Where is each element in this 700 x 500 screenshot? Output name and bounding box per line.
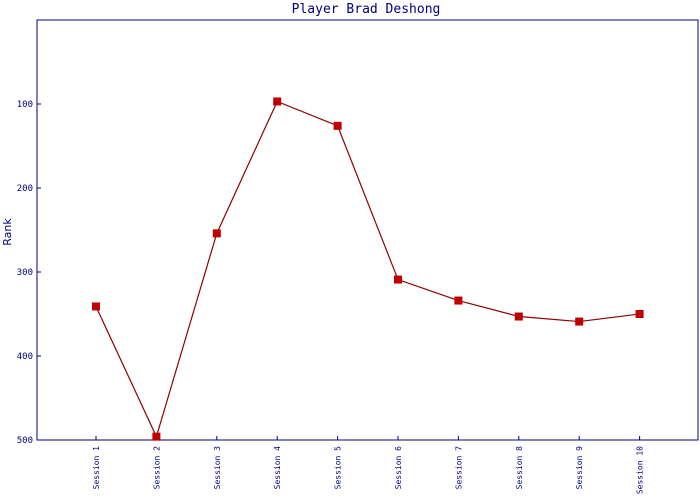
x-tick-label: Session 2: [152, 446, 161, 490]
data-point-marker: [92, 302, 100, 311]
x-tick-label: Session 6: [394, 446, 403, 490]
data-point-marker: [635, 310, 644, 318]
data-point-marker: [514, 312, 523, 321]
y-tick-label: 200: [17, 184, 33, 194]
x-tick-label: Session 1: [92, 446, 101, 490]
series-line: [95, 100, 640, 439]
data-point-marker: [212, 229, 221, 238]
y-axis-label: Rank: [1, 218, 14, 246]
x-tick-label: Session 8: [515, 446, 524, 490]
chart-title: Player Brad Deshong: [292, 2, 441, 17]
data-point-marker: [454, 296, 463, 305]
plot-area-frame: [36, 19, 699, 441]
x-tick-label: Session 5: [334, 446, 343, 490]
x-axis-ticks: Session 1 Session 2 Session 3 Session 4 Sess…: [92, 436, 645, 494]
x-tick-label: Session 3: [213, 446, 222, 490]
data-point-marker: [394, 275, 402, 284]
series-layer: [92, 97, 644, 441]
y-axis-ticks: 100 200 300 400 500: [17, 100, 41, 446]
y-tick-label: 100: [17, 100, 33, 110]
y-tick-label: 500: [17, 436, 33, 446]
x-tick-label: Session 7: [454, 446, 463, 490]
x-tick-label: Session 4: [273, 446, 282, 490]
data-point-marker: [273, 97, 282, 106]
y-tick-label: 300: [17, 268, 33, 278]
x-tick-label: Session 10: [636, 446, 645, 494]
data-point-marker: [575, 317, 584, 326]
y-tick-label: 400: [17, 352, 33, 362]
data-point-marker: [333, 121, 342, 130]
x-tick-label: Session 9: [575, 446, 584, 490]
data-point-marker: [152, 432, 161, 441]
